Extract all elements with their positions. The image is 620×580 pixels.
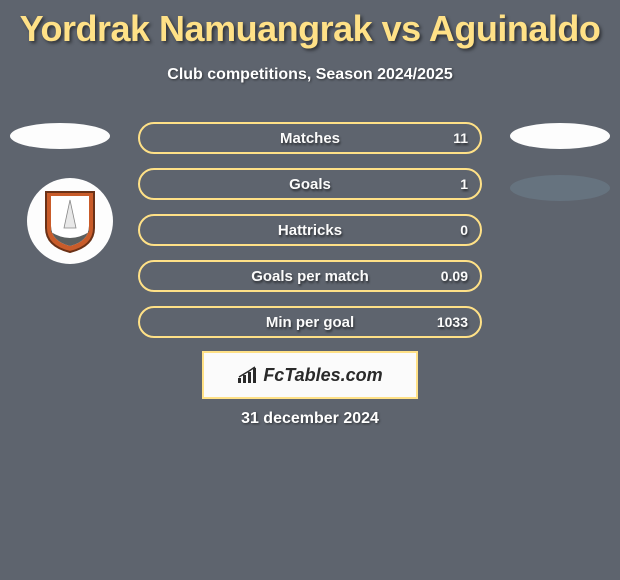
shield-icon [42,188,98,254]
brand-label: FcTables.com [263,365,382,386]
page-title: Yordrak Namuangrak vs Aguinaldo [0,0,620,50]
stats-container: Matches 11 Goals 1 Hattricks 0 Goals per… [138,122,482,352]
stat-row-hattricks: Hattricks 0 [138,214,482,246]
stat-label: Hattricks [140,222,480,239]
subtitle: Club competitions, Season 2024/2025 [0,66,620,84]
player-right-placeholder-1 [510,123,610,149]
date-label: 31 december 2024 [0,410,620,428]
stat-value: 1033 [437,314,468,330]
stat-row-matches: Matches 11 [138,122,482,154]
player-right-placeholder-2 [510,175,610,201]
stat-value: 1 [460,176,468,192]
stat-value: 11 [453,130,468,146]
stat-label: Goals [140,176,480,193]
brand-box[interactable]: FcTables.com [202,351,418,399]
stat-row-min-per-goal: Min per goal 1033 [138,306,482,338]
stat-label: Matches [140,130,480,147]
player-left-placeholder [10,123,110,149]
stat-label: Min per goal [140,314,480,331]
stat-value: 0 [460,222,468,238]
stat-value: 0.09 [441,268,468,284]
stat-row-goals: Goals 1 [138,168,482,200]
stat-label: Goals per match [140,268,480,285]
bars-growth-icon [237,366,259,384]
stat-row-goals-per-match: Goals per match 0.09 [138,260,482,292]
club-badge-left [27,178,113,264]
